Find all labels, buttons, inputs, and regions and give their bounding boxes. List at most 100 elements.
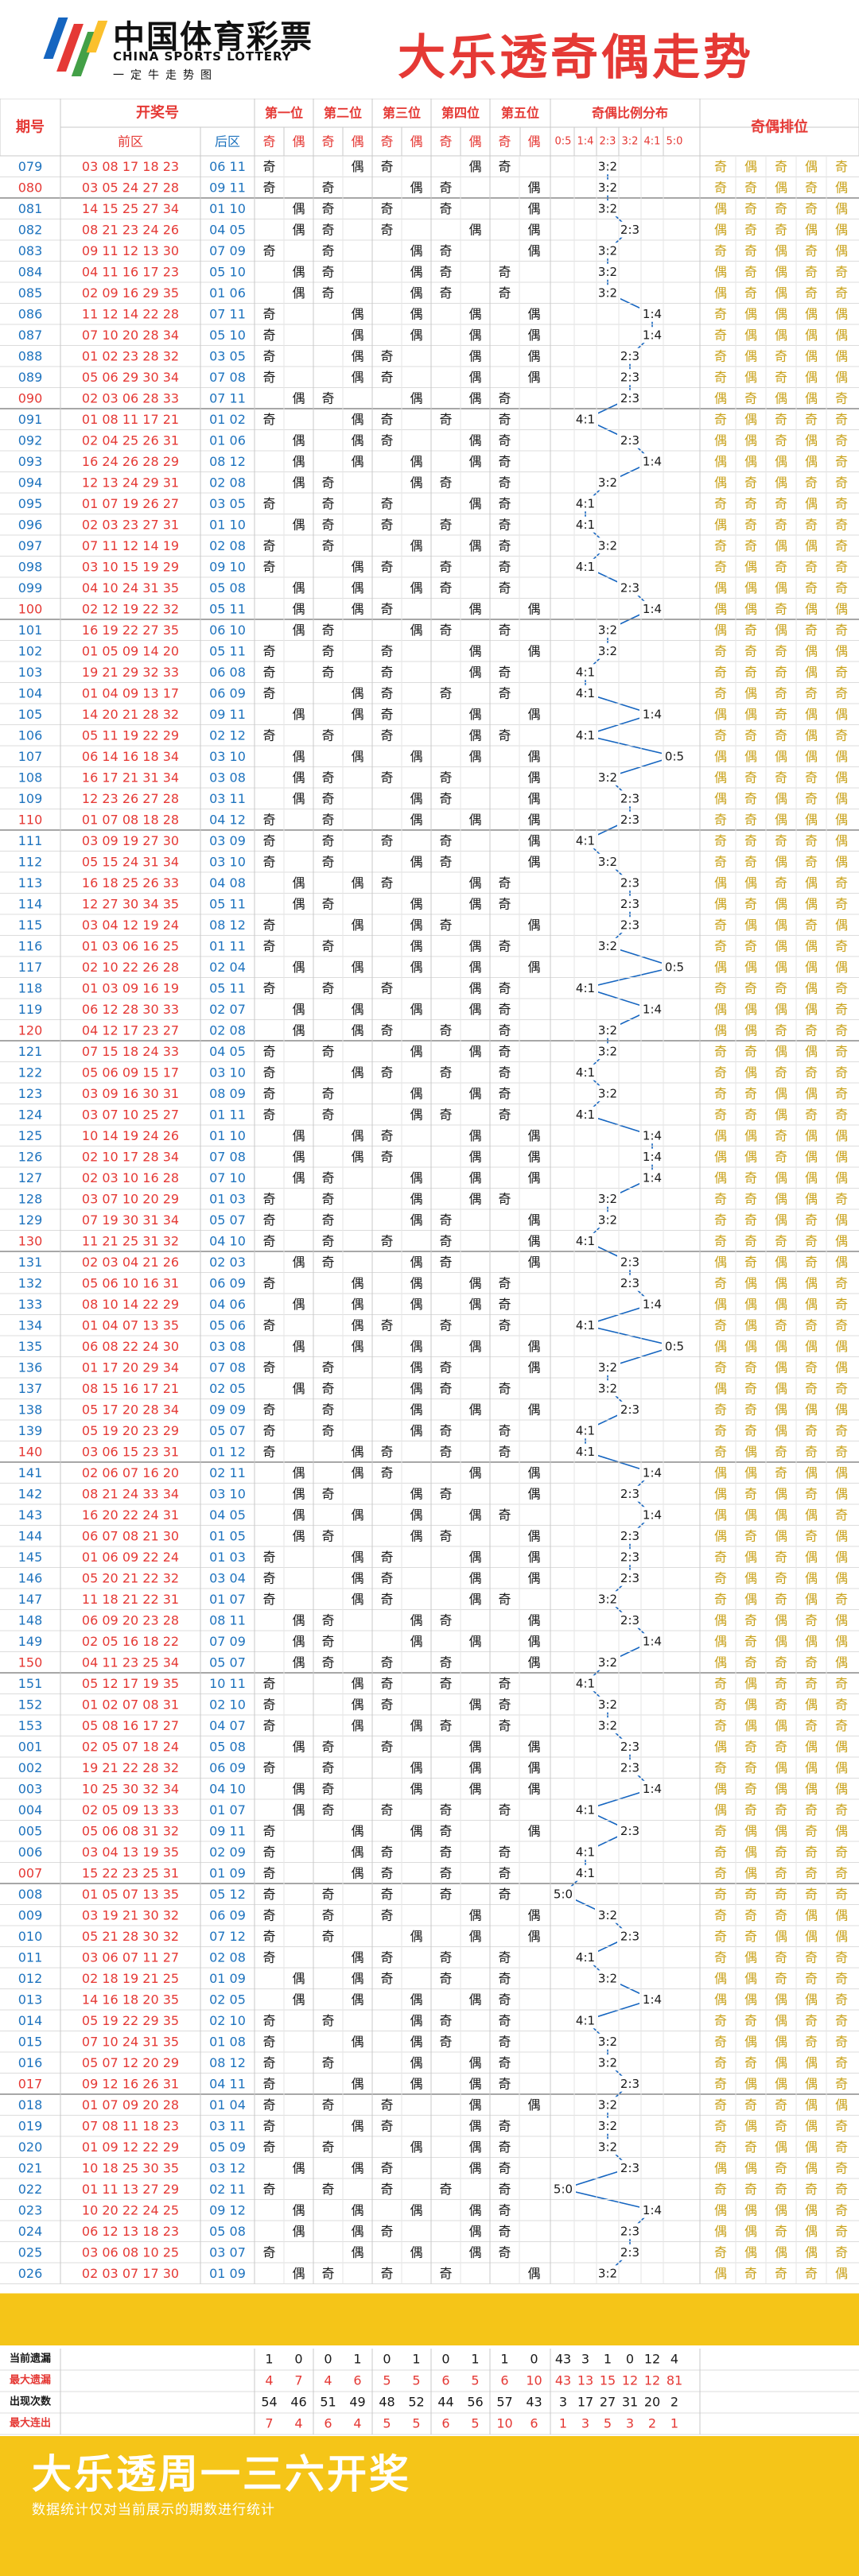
parity-mark-odd: 奇 <box>380 1465 393 1480</box>
arrangement-mark: 奇 <box>835 1865 848 1880</box>
arrangement-mark: 奇 <box>775 2118 787 2133</box>
table-row: 085 02 09 16 29 35 01 06 偶奇偶奇奇 3:2 偶奇偶奇奇 <box>0 285 859 304</box>
arrangement-mark: 偶 <box>805 1570 818 1585</box>
arrangement-mark: 奇 <box>835 980 848 995</box>
arrangement-mark: 偶 <box>744 580 757 596</box>
parity-mark-odd: 奇 <box>380 2160 393 2175</box>
arrangement-mark: 奇 <box>775 2097 787 2112</box>
arrangement-mark: 偶 <box>744 2160 757 2175</box>
arrangement-mark: 奇 <box>714 2034 727 2049</box>
parity-mark-odd: 奇 <box>321 1486 334 1501</box>
position-header: 第三位 <box>383 106 421 121</box>
parity-mark-even: 偶 <box>351 2076 363 2091</box>
parity-mark-odd: 奇 <box>321 980 334 995</box>
back-zone-numbers: 08 12 <box>209 918 246 933</box>
arrangement-mark: 偶 <box>714 2160 727 2175</box>
even-subheader: 偶 <box>410 134 422 149</box>
ratio-mark-bg <box>617 2159 643 2176</box>
parity-mark-odd: 奇 <box>439 285 452 301</box>
ratio-mark: 3:2 <box>598 1212 617 1227</box>
arrangement-mark: 偶 <box>775 2055 787 2070</box>
stats-value: 54 <box>261 2395 277 2410</box>
arrangement-mark: 奇 <box>805 180 818 195</box>
parity-mark-odd: 奇 <box>321 643 334 658</box>
ratio-mark: 1:4 <box>643 1782 662 1796</box>
period-number: 082 <box>18 222 43 237</box>
parity-mark-odd: 奇 <box>498 1086 511 1101</box>
arrangement-mark: 奇 <box>744 1907 757 1922</box>
table-row: 082 08 21 23 24 26 04 05 偶奇奇偶偶 2:3 偶奇奇偶偶 <box>0 221 859 241</box>
parity-mark-even: 偶 <box>292 390 305 405</box>
parity-mark-odd: 奇 <box>380 1149 393 1164</box>
parity-mark-even: 偶 <box>410 475 422 490</box>
parity-mark-even: 偶 <box>292 1528 305 1543</box>
ratio-mark: 2:3 <box>620 433 639 448</box>
parity-mark-even: 偶 <box>468 1781 481 1796</box>
arrangement-mark: 奇 <box>744 1402 757 1417</box>
parity-mark-odd: 奇 <box>380 412 393 427</box>
arrangement-mark: 奇 <box>805 2034 818 2049</box>
arrangement-mark: 偶 <box>714 1002 727 1017</box>
arrangement-mark: 奇 <box>835 2034 848 2049</box>
parity-mark-even: 偶 <box>468 2202 481 2217</box>
parity-mark-odd: 奇 <box>498 1423 511 1438</box>
arrangement-mark: 偶 <box>835 180 848 195</box>
ratio-mark: 3:2 <box>598 2055 617 2070</box>
parity-mark-odd: 奇 <box>439 180 452 195</box>
period-number: 091 <box>18 412 43 427</box>
parity-mark-even: 偶 <box>351 433 363 448</box>
back-zone-numbers: 02 11 <box>209 2182 246 2197</box>
period-number: 106 <box>18 727 43 743</box>
parity-mark-odd: 奇 <box>321 623 334 638</box>
arrangement-mark: 偶 <box>805 538 818 553</box>
parity-mark-odd: 奇 <box>321 1528 334 1543</box>
arrangement-mark: 奇 <box>714 306 727 321</box>
ratio-mark-bg <box>573 1675 598 1692</box>
arrangement-mark: 奇 <box>835 285 848 301</box>
arrangement-mark: 偶 <box>775 1044 787 1059</box>
ratio-mark-bg <box>573 495 598 512</box>
arrangement-mark: 奇 <box>775 1655 787 1670</box>
table-row: 096 02 03 23 27 31 01 10 偶奇奇奇奇 4:1 偶奇奇奇奇 <box>0 516 859 536</box>
ratio-mark-bg <box>573 558 598 575</box>
arrangement-mark: 奇 <box>714 1570 727 1585</box>
parity-mark-even: 偶 <box>410 306 422 321</box>
stats-value: 3 <box>581 2416 589 2431</box>
ratio-mark-bg <box>595 242 620 259</box>
parity-mark-even: 偶 <box>527 918 540 933</box>
arrangement-mark: 奇 <box>744 854 757 869</box>
arrangement-mark: 奇 <box>835 896 848 911</box>
arrangement-mark: 奇 <box>714 1760 727 1775</box>
stats-value: 0 <box>626 2352 634 2367</box>
parity-mark-even: 偶 <box>292 791 305 806</box>
arrangement-mark: 偶 <box>805 980 818 995</box>
ratio-mark-bg <box>595 1591 620 1608</box>
ratio-mark-bg <box>617 1569 643 1586</box>
period-number: 132 <box>18 1275 43 1290</box>
parity-mark-even: 偶 <box>410 791 422 806</box>
arrangement-mark: 偶 <box>805 1992 818 2007</box>
parity-mark-odd: 奇 <box>262 1865 275 1880</box>
ratio-mark-bg <box>662 1338 687 1355</box>
arrangement-mark: 偶 <box>805 896 818 911</box>
arrangement-mark: 奇 <box>714 1444 727 1459</box>
arrangement-mark: 偶 <box>744 2202 757 2217</box>
arrangement-mark: 偶 <box>775 454 787 469</box>
stats-value: 12 <box>644 2373 660 2388</box>
back-zone-numbers: 02 11 <box>209 1465 246 1480</box>
period-number: 001 <box>18 1739 43 1754</box>
parity-mark-even: 偶 <box>351 685 363 700</box>
period-number: 145 <box>18 1550 43 1565</box>
period-number: 142 <box>18 1486 43 1501</box>
parity-mark-even: 偶 <box>292 1507 305 1523</box>
arrangement-mark: 偶 <box>835 2266 848 2281</box>
parity-mark-odd: 奇 <box>262 2118 275 2133</box>
ratio-subheader: 0:5 <box>555 136 572 148</box>
back-zone-numbers: 05 11 <box>209 980 246 995</box>
arrangement-mark: 奇 <box>835 1191 848 1206</box>
parity-mark-even: 偶 <box>410 1107 422 1122</box>
parity-mark-even: 偶 <box>468 454 481 469</box>
arrangement-mark: 奇 <box>744 1212 757 1228</box>
ratio-subheader: 2:3 <box>600 136 616 148</box>
ratio-mark: 4:1 <box>576 1866 595 1880</box>
